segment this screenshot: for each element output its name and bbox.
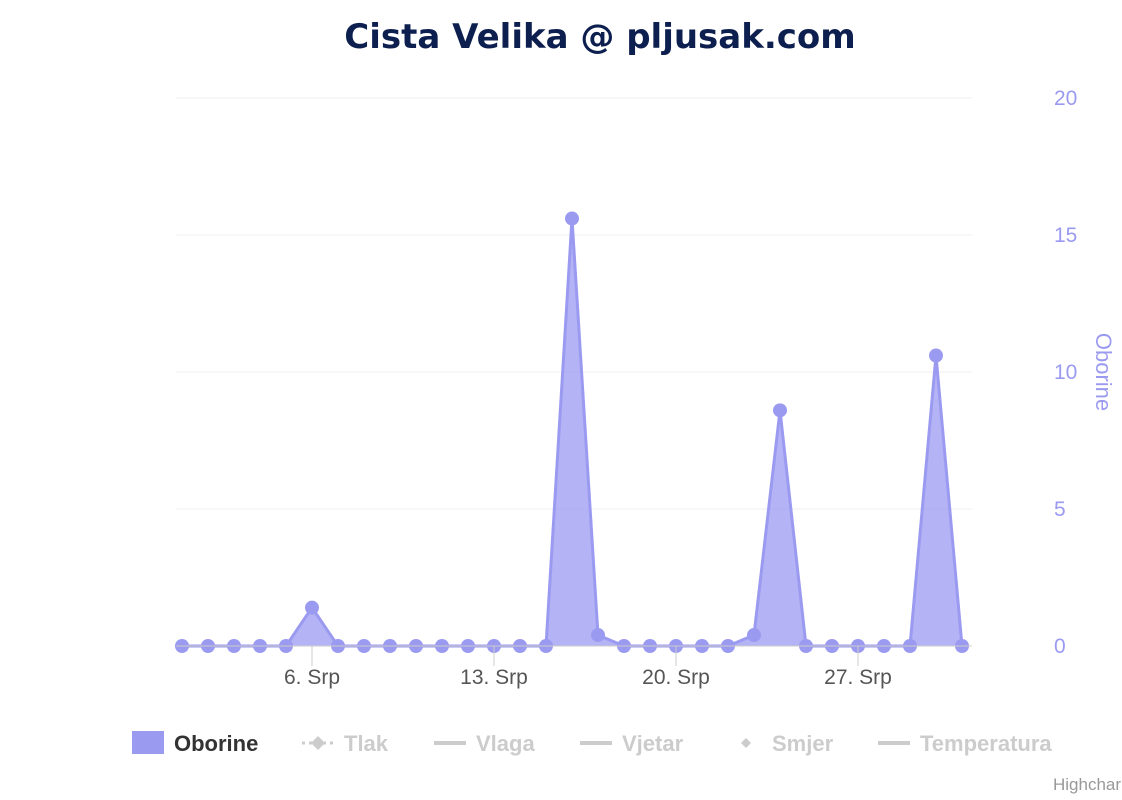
legend-label: Oborine (174, 731, 258, 756)
data-point[interactable] (305, 600, 319, 615)
legend-item-smjer[interactable]: Smjer (741, 731, 834, 756)
legend-marker (311, 736, 325, 750)
legend-item-oborine[interactable]: Oborine (132, 731, 258, 756)
legend-item-vlaga[interactable]: Vlaga (434, 731, 535, 756)
data-point[interactable] (565, 211, 579, 226)
series-oborine[interactable] (175, 211, 969, 653)
y-tick-label: 20 (1054, 87, 1077, 110)
legend: Oborine Tlak Vlaga Vjetar Smjer Temperatura (132, 731, 1052, 756)
y-tick-label: 15 (1054, 224, 1077, 247)
area-fill (182, 218, 962, 646)
legend-item-tlak[interactable]: Tlak (302, 731, 389, 756)
y-tick-label: 5 (1054, 498, 1066, 521)
chart-title: Cista Velika @ pljusak.com (344, 17, 855, 57)
legend-label: Vlaga (476, 731, 535, 756)
legend-label: Temperatura (920, 731, 1052, 756)
y-tick-label: 10 (1054, 361, 1077, 384)
y-tick-label: 0 (1054, 635, 1066, 658)
legend-item-vjetar[interactable]: Vjetar (580, 731, 684, 756)
data-point[interactable] (929, 348, 943, 363)
x-tick-label: 27. Srp (824, 666, 892, 689)
data-point[interactable] (591, 628, 605, 643)
credits-link[interactable]: Highchar (1053, 775, 1121, 794)
data-point[interactable] (747, 628, 761, 643)
x-tick-label: 13. Srp (460, 666, 528, 689)
data-point[interactable] (773, 403, 787, 418)
x-tick-label: 6. Srp (284, 666, 340, 689)
legend-label: Tlak (344, 731, 389, 756)
legend-symbol (132, 731, 164, 754)
y-axis-ticks: 0 5 10 15 20 (1054, 87, 1077, 658)
legend-label: Smjer (772, 731, 834, 756)
y-axis-label: Oborine (1091, 333, 1116, 411)
legend-symbol (741, 738, 751, 748)
x-axis-ticks: 6. Srp 13. Srp 20. Srp 27. Srp (284, 646, 892, 689)
x-tick-label: 20. Srp (642, 666, 710, 689)
legend-item-temperatura[interactable]: Temperatura (878, 731, 1052, 756)
legend-label: Vjetar (622, 731, 684, 756)
